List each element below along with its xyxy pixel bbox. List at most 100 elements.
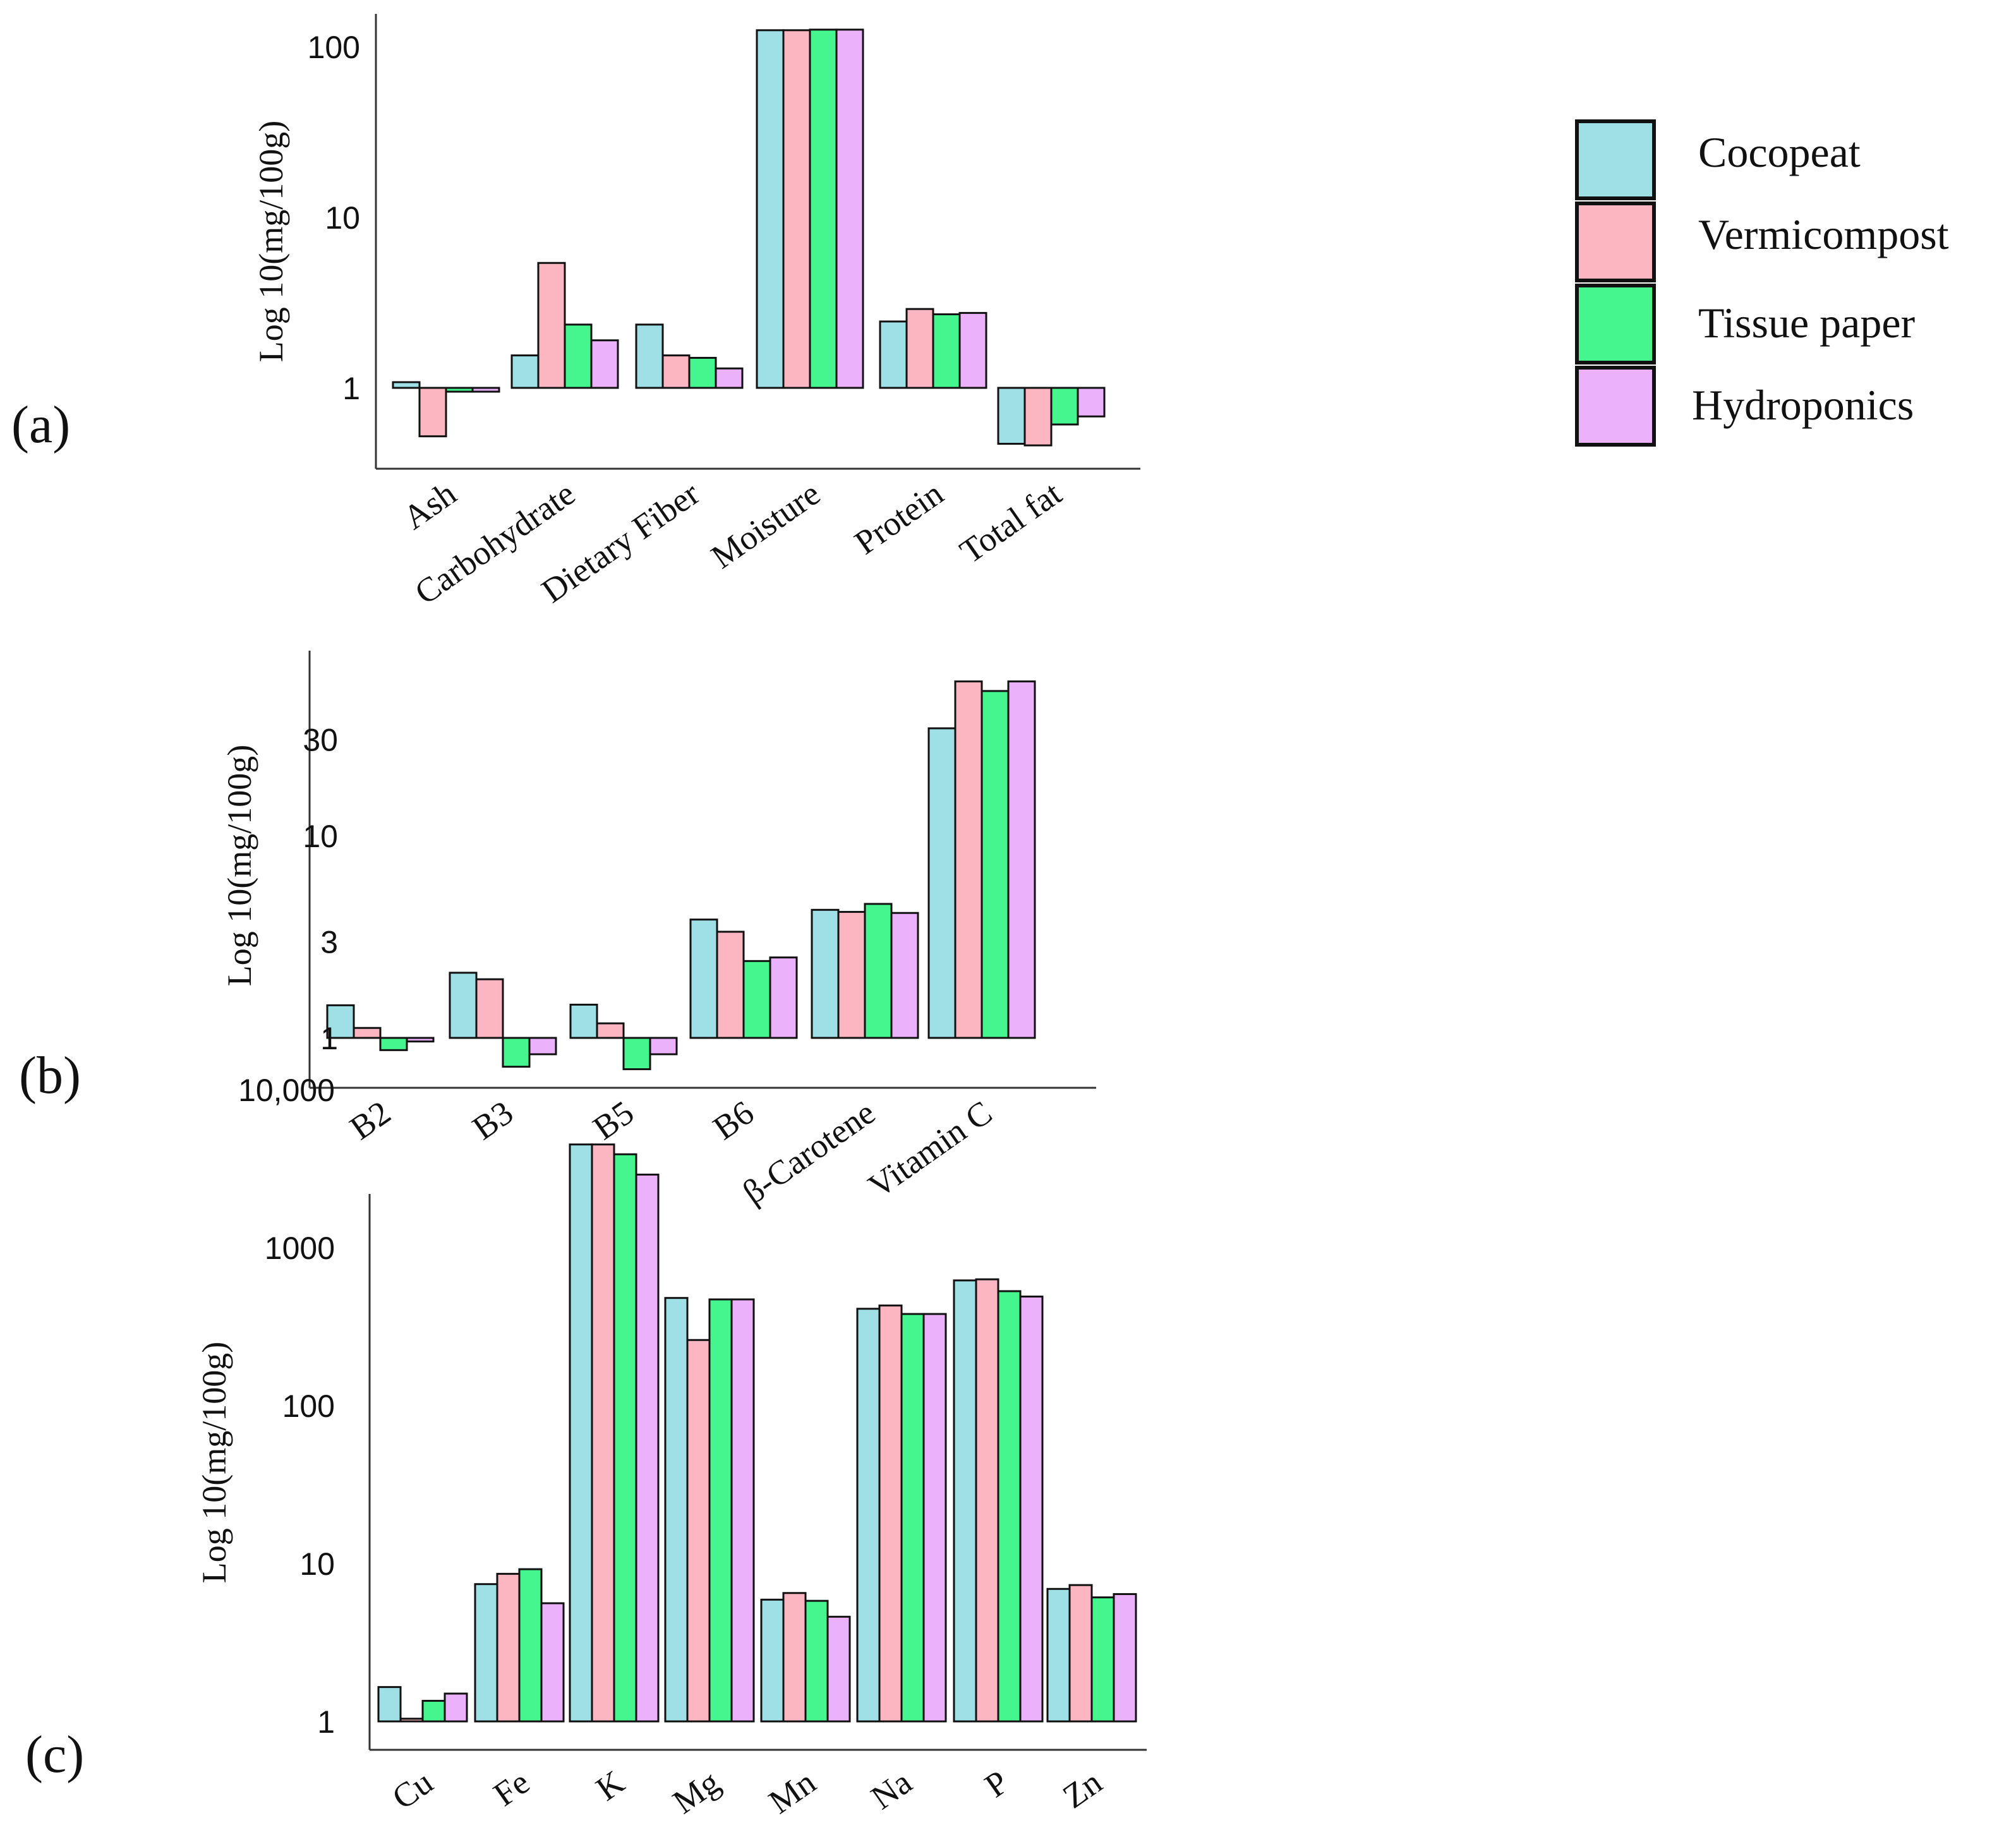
y-tick-label-b-30: 30 xyxy=(303,722,338,757)
bar-b-b5-tissue-paper xyxy=(622,1037,651,1071)
bar-c-zn-cocopeat xyxy=(1046,1587,1071,1723)
bar-b-b3-hydroponics xyxy=(528,1037,557,1056)
category-label-a-ash: Ash xyxy=(396,474,463,537)
bar-b-b5-hydroponics xyxy=(649,1037,678,1056)
y-tick-label-c-1000: 1000 xyxy=(265,1231,335,1266)
bar-b-b2-hydroponics xyxy=(406,1037,435,1043)
category-label-c-na: Na xyxy=(864,1763,919,1817)
bar-a-total-fat-cocopeat xyxy=(997,387,1026,445)
bar-b-carotene-vermicompost xyxy=(837,911,866,1039)
bar-a-total-fat-hydroponics xyxy=(1077,387,1106,418)
bar-c-cu-cocopeat xyxy=(377,1686,402,1723)
bar-a-dietary-fiber-tissue-paper xyxy=(688,356,717,389)
bar-c-p-tissue-paper xyxy=(997,1290,1022,1723)
y-tick-label-b-10: 10 xyxy=(303,819,338,854)
category-label-a-moisture: Moisture xyxy=(704,474,827,576)
panel-b-bars xyxy=(326,680,1036,1071)
bar-c-mg-cocopeat xyxy=(664,1297,689,1723)
bar-c-k-vermicompost xyxy=(591,1143,615,1723)
bar-c-fe-vermicompost xyxy=(496,1572,521,1723)
bar-b-carotene-hydroponics xyxy=(890,912,919,1039)
bar-a-ash-hydroponics xyxy=(471,387,500,393)
panel-a-label: (a) xyxy=(11,395,70,454)
bar-a-protein-hydroponics xyxy=(958,311,987,389)
bar-c-mg-vermicompost xyxy=(686,1339,711,1723)
category-label-c-p: P xyxy=(978,1763,1015,1805)
bar-b-vitamin-c-hydroponics xyxy=(1007,680,1036,1039)
bar-c-mn-vermicompost xyxy=(782,1592,807,1723)
bar-b-b6-vermicompost xyxy=(716,931,745,1039)
bar-a-carbohydrate-tissue-paper xyxy=(564,323,593,389)
bar-c-mg-tissue-paper xyxy=(708,1298,733,1723)
bar-c-zn-hydroponics xyxy=(1113,1593,1137,1723)
legend-label-tissue-paper: Tissue paper xyxy=(1698,299,1916,347)
bar-a-moisture-tissue-paper xyxy=(809,28,838,389)
y-tick-label-a-100: 100 xyxy=(308,30,360,65)
bar-a-dietary-fiber-vermicompost xyxy=(661,354,691,389)
category-label-c-k: K xyxy=(589,1763,631,1809)
bar-b-vitamin-c-tissue-paper xyxy=(981,690,1010,1039)
bar-a-moisture-vermicompost xyxy=(782,29,811,389)
bar-c-fe-tissue-paper xyxy=(518,1568,543,1723)
bar-c-zn-tissue-paper xyxy=(1090,1596,1115,1723)
bar-c-mn-tissue-paper xyxy=(804,1599,829,1723)
bar-b-b3-tissue-paper xyxy=(502,1037,531,1068)
y-tick-label-c-10: 10 xyxy=(299,1546,335,1582)
bar-c-mn-hydroponics xyxy=(826,1615,851,1723)
bar-b-vitamin-c-cocopeat xyxy=(927,727,957,1039)
y-tick-label-b-1: 1 xyxy=(320,1021,338,1056)
y-tick-label-a-10: 10 xyxy=(325,200,360,236)
bar-b-vitamin-c-vermicompost xyxy=(954,680,983,1039)
bar-c-p-hydroponics xyxy=(1019,1295,1044,1723)
bar-a-carbohydrate-cocopeat xyxy=(510,354,540,389)
bar-a-moisture-cocopeat xyxy=(756,29,785,389)
bar-b-b2-vermicompost xyxy=(353,1027,382,1039)
bar-b-b2-tissue-paper xyxy=(379,1037,408,1051)
bar-c-na-vermicompost xyxy=(878,1304,903,1723)
legend-item-cocopeat: Cocopeat xyxy=(1575,119,1861,200)
y-tick-label-a-1: 1 xyxy=(342,371,360,406)
bar-b-b5-vermicompost xyxy=(596,1022,625,1039)
bar-b-b6-tissue-paper xyxy=(742,960,771,1039)
bar-c-cu-vermicompost xyxy=(399,1718,424,1723)
category-label-c-fe: Fe xyxy=(486,1763,536,1814)
panel-c-x-categories: Cu Fe K Mg Mn Na P Zn xyxy=(385,1763,1109,1821)
bar-c-zn-vermicompost xyxy=(1068,1584,1093,1723)
legend-item-vermicompost: Vermicompost xyxy=(1575,202,1949,282)
bar-b-b6-cocopeat xyxy=(689,919,718,1039)
panel-b-y-label: Log 10(mg/100g) xyxy=(220,745,258,986)
category-label-a-total-fat: Total fat xyxy=(953,474,1068,571)
bar-c-na-tissue-paper xyxy=(900,1313,925,1723)
bar-a-protein-cocopeat xyxy=(879,320,908,389)
bar-a-carbohydrate-vermicompost xyxy=(537,262,566,389)
panel-c: 1 10 100 1000 10,000 Cu Fe K Mg Mn Na P Zn Log 10(m… xyxy=(25,1073,1147,1821)
category-label-c-zn: Zn xyxy=(1056,1763,1109,1816)
bar-a-dietary-fiber-hydroponics xyxy=(715,367,744,389)
panel-a-y-label: Log 10(mg/100g) xyxy=(252,121,290,362)
legend-swatch-hydroponics xyxy=(1575,366,1656,447)
bar-a-moisture-hydroponics xyxy=(835,28,864,389)
bar-a-protein-tissue-paper xyxy=(932,313,961,389)
bar-a-ash-tissue-paper xyxy=(445,387,474,393)
y-tick-label-c-100: 100 xyxy=(282,1388,335,1424)
category-label-b-b5: B5 xyxy=(586,1093,641,1147)
legend-label-cocopeat: Cocopeat xyxy=(1698,128,1861,176)
panel-b-y-ticks: 1 3 10 30 xyxy=(303,722,338,1056)
panel-c-y-ticks: 1 10 100 1000 10,000 xyxy=(238,1073,335,1740)
category-label-b-b3: B3 xyxy=(466,1093,520,1147)
category-label-c-cu: Cu xyxy=(385,1763,440,1817)
category-label-c-mn: Mn xyxy=(762,1763,823,1821)
category-label-b-b2: B2 xyxy=(343,1093,397,1147)
bar-c-k-tissue-paper xyxy=(613,1153,637,1723)
bar-c-k-cocopeat xyxy=(569,1143,593,1723)
bar-c-cu-hydroponics xyxy=(444,1692,468,1723)
panel-a-y-ticks: 1 10 100 xyxy=(308,30,360,406)
legend-swatch-cocopeat xyxy=(1575,119,1656,200)
category-label-c-mg: Mg xyxy=(666,1763,727,1821)
bar-c-k-hydroponics xyxy=(635,1173,660,1723)
